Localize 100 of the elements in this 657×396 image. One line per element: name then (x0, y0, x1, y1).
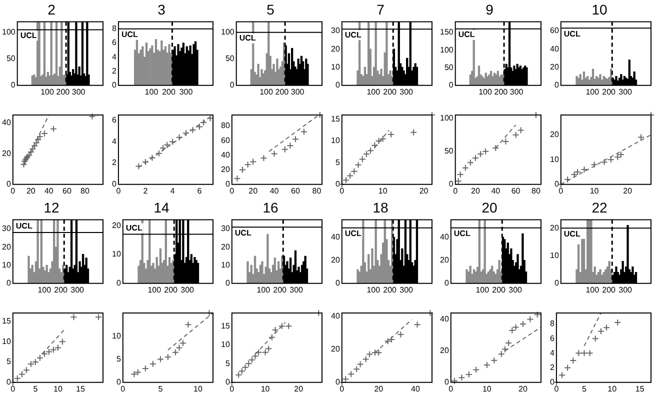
ref-line-label: UCL (121, 30, 138, 40)
x-tick-label: 10 (194, 384, 203, 394)
y-tick-label: 100 (220, 28, 235, 37)
y-tick-label: 20 (330, 255, 340, 264)
y-tick-label: 40 (330, 232, 340, 242)
y-tick-label: 40 (550, 44, 560, 54)
y-tick-label: 60 (550, 26, 560, 36)
x-tick-label: 80 (532, 186, 541, 196)
y-tick-label: 30 (330, 26, 340, 36)
y-tick-label: 50 (6, 54, 16, 64)
y-tick-label: 50 (444, 62, 454, 72)
x-tick-label: 100 (148, 285, 162, 294)
y-tick-label: 0 (550, 378, 555, 387)
x-tick-label: 20 (294, 384, 304, 394)
chart-title: 7 (376, 1, 385, 18)
x-tick-label: 15 (76, 384, 86, 394)
y-tick-label: 20 (550, 223, 560, 232)
x-tick-label: 300 (290, 87, 305, 96)
chart-title: 20 (482, 199, 498, 216)
y-tick-label: 20 (112, 220, 122, 230)
ref-line-label: UCL (454, 229, 470, 238)
y-tick-label: 0 (554, 180, 560, 189)
x-tick-label: 40 (491, 186, 501, 196)
x-tick-label: 200 (383, 87, 398, 96)
y-tick-label: 4 (112, 52, 117, 62)
y-tick-label: 100 (440, 45, 454, 54)
y-tick-label: 8 (550, 319, 555, 328)
y-tick-label: 60 (220, 136, 230, 145)
x-tick-label: 100 (38, 285, 52, 294)
y-tick-label: 100 (440, 114, 454, 123)
y-tick-label: 20 (220, 164, 230, 174)
x-tick-label: 300 (510, 87, 524, 96)
y-tick-label: 10 (550, 154, 560, 164)
y-tick-label: 15 (2, 316, 12, 326)
chart-title: 2 (48, 1, 56, 18)
x-tick-label: 5 (33, 384, 38, 394)
y-tick-label: 0 (225, 378, 230, 387)
x-tick-label: 100 (478, 87, 492, 96)
ref-line-label: UCL (234, 228, 252, 238)
y-tick-label: 2 (112, 158, 117, 168)
y-tick-label: 30 (220, 224, 230, 234)
y-tick-label: 20 (440, 346, 450, 356)
y-tick-label: 0 (335, 180, 340, 189)
x-tick-label: 100 (366, 87, 381, 96)
y-tick-label: 50 (225, 54, 235, 64)
y-tick-label: 50 (444, 146, 454, 156)
y-tick-label: 5 (6, 357, 12, 366)
y-tick-label: 6 (112, 116, 117, 125)
x-tick-label: 200 (602, 285, 616, 294)
x-tick-label: 20 (518, 384, 528, 394)
x-tick-label: 200 (275, 87, 290, 96)
y-tick-label: 10 (220, 340, 230, 350)
x-tick-label: 5 (582, 384, 588, 394)
y-tick-label: 20 (2, 148, 12, 158)
y-tick-label: 0 (335, 80, 340, 90)
x-tick-label: 200 (273, 285, 288, 294)
x-tick-label: 20 (248, 186, 258, 196)
chart-title: 18 (372, 199, 388, 216)
x-tick-label: 100 (256, 285, 271, 294)
x-tick-label: 300 (618, 87, 633, 96)
x-tick-label: 100 (366, 285, 381, 294)
y-tick-label: 0 (6, 278, 12, 288)
y-tick-label: 20 (550, 62, 560, 72)
y-tick-label: 5 (335, 158, 340, 167)
y-tick-label: 30 (2, 224, 12, 234)
x-tick-label: 300 (400, 87, 414, 96)
x-tick-label: 80 (312, 186, 322, 196)
x-tick-label: 200 (383, 285, 398, 294)
y-tick-label: 20 (330, 344, 340, 354)
chart-title: 3 (158, 1, 166, 18)
chart-title: 9 (486, 1, 494, 18)
x-tick-label: 20 (419, 186, 429, 196)
x-tick-label: 20 (374, 384, 384, 394)
y-tick-label: 80 (220, 121, 230, 130)
x-tick-label: 40 (44, 186, 54, 196)
x-tick-label: 300 (290, 285, 304, 294)
y-tick-label: 4 (112, 136, 117, 146)
x-tick-label: 300 (179, 87, 194, 96)
y-tick-label: 2 (550, 362, 555, 372)
y-tick-label: 0 (448, 80, 454, 90)
y-tick-label: 0 (444, 278, 450, 288)
x-tick-label: 300 (508, 285, 523, 294)
x-tick-label: 200 (162, 87, 176, 96)
y-tick-label: 40 (440, 232, 450, 242)
y-tick-label: 0 (112, 80, 117, 90)
y-tick-label: 10 (112, 331, 122, 340)
y-tick-label: 0 (448, 180, 454, 189)
x-tick-label: 100 (586, 285, 600, 294)
y-tick-label: 10 (112, 250, 122, 259)
ref-line-label: UCL (458, 30, 475, 40)
x-tick-label: 40 (270, 186, 280, 196)
x-tick-label: 200 (164, 285, 178, 294)
x-tick-label: 300 (70, 285, 85, 294)
ref-line-label: UCL (20, 30, 37, 40)
y-tick-label: 20 (330, 44, 340, 54)
ref-line-label: UCL (344, 229, 362, 238)
y-tick-label: 40 (330, 312, 340, 321)
chart-title: 22 (592, 199, 608, 216)
ref-line-label: UCL (16, 222, 32, 231)
x-tick-label: 10 (260, 384, 270, 394)
